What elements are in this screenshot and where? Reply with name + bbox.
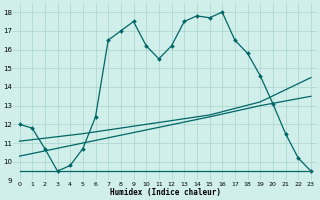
X-axis label: Humidex (Indice chaleur): Humidex (Indice chaleur): [110, 188, 221, 197]
